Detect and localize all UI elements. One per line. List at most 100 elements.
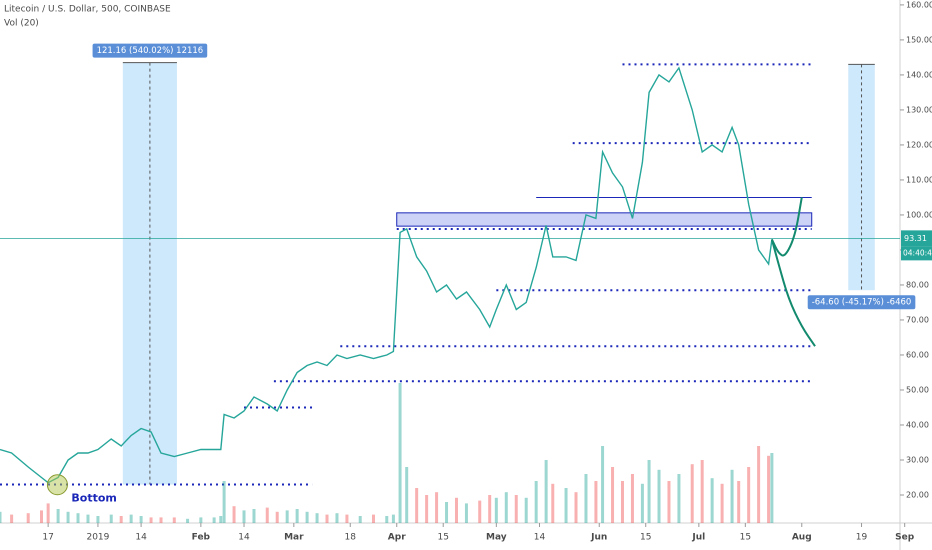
volume-bar [700,460,704,523]
volume-bar [767,455,771,523]
volume-bar [425,495,429,523]
volume-bar [186,518,190,523]
volume-bar [46,503,50,523]
volume-bar [232,506,236,523]
volume-bar [109,514,113,523]
volume-bar [747,467,751,523]
projection-curve [770,239,816,347]
y-tick-label: 150.00 [906,35,932,44]
volume-bar [199,517,203,523]
volume-bar [325,514,329,523]
x-tick-label: Apr [388,533,406,543]
volume-bar [757,446,761,523]
x-tick-label: Jul [691,533,705,543]
x-tick-label: Aug [792,533,812,543]
volume-bar [647,460,651,523]
volume-bar [119,516,123,523]
volume-bar [584,474,588,523]
y-tick-label: 30.00 [906,455,929,464]
y-tick-label: 110.00 [906,175,932,184]
volume-bar [345,514,349,523]
price-line [0,66,773,484]
volume-bar [129,514,133,523]
volume-bar [335,513,339,523]
volume-bar [720,483,724,523]
countdown-label: 04:40:40 [903,248,932,257]
volume-bar [275,511,279,523]
measure-label-group: -64.60 (-45.17%) -6460 [807,295,916,310]
y-tick-label: 80.00 [906,280,929,289]
volume-bar [524,497,528,523]
volume-bar [405,467,409,523]
zone [396,212,813,227]
volume-bar [415,488,419,523]
volume-bar [26,513,30,523]
measure-label: -64.60 (-45.17%) -6460 [812,298,912,308]
y-tick-label: 50.00 [906,385,929,394]
volume-bar [0,511,2,523]
volume-bar [551,483,555,523]
volume-bar [305,511,309,523]
y-tick-label: 160.00 [906,0,932,9]
volume-bar [544,460,548,523]
x-tick-label: 2019 [86,533,109,543]
measure-label-bg [807,295,916,310]
volume-bar [242,510,246,523]
volume-bar [494,497,498,523]
volume-bar [39,510,43,523]
x-tick-label: 15 [640,533,651,543]
volume-bar [96,516,100,523]
volume-bar [252,509,256,523]
x-tick-label: 17 [42,533,53,543]
x-tick-label: 19 [856,533,868,543]
volume-bar [66,511,70,523]
volume-bar [86,514,90,523]
volume-bar [159,517,163,523]
volume-bar [295,509,299,523]
projection-curve [770,197,803,257]
volume-bar [358,516,362,523]
x-tick-label: May [486,533,507,543]
volume-bar [730,469,734,523]
volume-bar [464,503,468,523]
volume-bar [564,488,568,523]
volume-bar [640,483,644,523]
countdown-tag [901,246,932,261]
volume-bar [737,481,741,523]
volume-bar [315,513,319,523]
volume-bar [10,514,14,523]
volume-bar [504,492,508,523]
measure-label-group: 121.16 (540.02%) 12116 [92,43,208,58]
volume-bar [222,481,226,523]
bottom-marker [46,474,68,496]
volume-bar [371,514,375,523]
y-tick-label: 20.00 [906,490,929,499]
annotation-label: Bottom [71,492,116,505]
volume-bar [677,474,681,523]
chart-title: Litecoin / U.S. Dollar, 500, COINBASE [4,5,171,15]
x-tick-label: 14 [238,533,250,543]
x-tick-label: Jun [590,533,607,543]
y-tick-label: 140.00 [906,70,932,79]
x-tick-label: Mar [284,533,304,543]
volume-bar [56,509,60,523]
volume-bar [611,467,615,523]
volume-bar [454,497,458,523]
x-tick-label: 18 [345,533,357,543]
volume-bar [435,492,439,523]
volume-bar [657,469,661,523]
y-tick-label: 60.00 [906,350,929,359]
measure-box [848,64,875,291]
volume-bar [398,383,402,523]
volume-bar [770,453,774,523]
y-tick-label: 120.00 [906,140,932,149]
volume-bar [488,495,492,523]
measure-label: 121.16 (540.02%) 12116 [97,46,204,56]
x-tick-label: Feb [192,533,211,543]
volume-bar [172,517,176,523]
volume-bar [478,500,482,523]
y-tick-label: 100.00 [906,210,932,219]
